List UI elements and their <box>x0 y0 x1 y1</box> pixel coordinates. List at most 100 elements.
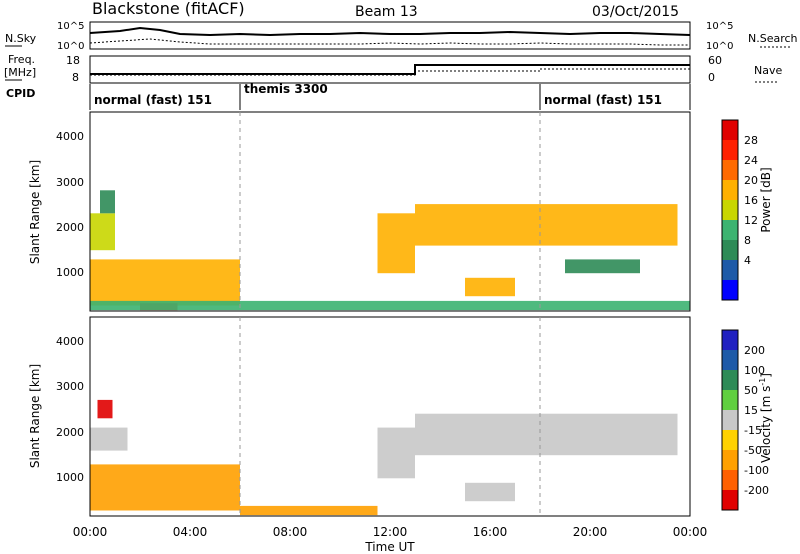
power-cbar-label: Power [dB] <box>759 167 773 232</box>
nsearch-line <box>89 38 690 46</box>
nsky-line <box>89 26 691 37</box>
power-colorbar: 28 24 20 16 12 8 4 <box>721 119 758 301</box>
velocity-colorbar: 200 100 50 15 -15 -50 -100 -200 <box>721 329 769 511</box>
cpid-row: CPID normal (fast) 151 themis 3300 norma… <box>6 82 691 110</box>
power-cbar-tick-0: 28 <box>744 134 758 147</box>
nave-label: Nave <box>754 64 782 77</box>
power-cbar-tick-6: 4 <box>744 254 751 267</box>
velocity-marks <box>90 399 678 516</box>
noise-tick-right-bottom: 10^0 <box>706 41 733 52</box>
velocity-cbar-tick-7: -200 <box>744 484 769 497</box>
freq-tick-top: 18 <box>66 54 80 67</box>
nsky-label: N.Sky <box>5 32 37 45</box>
power-region-6 <box>415 204 678 246</box>
velocity-ytick-4000: 4000 <box>56 335 84 348</box>
velocity-cbar-label-end: ] <box>759 373 773 378</box>
velocity-cbar-tick-2: 50 <box>744 384 758 397</box>
power-cbar-swatch-6 <box>722 240 738 261</box>
cpid-segment-3: normal (fast) 151 <box>544 93 662 107</box>
cpid-label: CPID <box>6 87 35 100</box>
velocity-ylabel: Slant Range [km] <box>28 364 42 468</box>
freq-tick-bottom: 8 <box>72 71 79 84</box>
power-region-2 <box>100 190 115 214</box>
freq-label-line1: Freq. <box>8 53 35 66</box>
power-cbar-swatch-4 <box>722 200 738 221</box>
velocity-cbar-swatch-2 <box>722 370 738 391</box>
velocity-cbar-swatch-0 <box>722 330 738 351</box>
velocity-region-2 <box>97 399 113 419</box>
noise-tick-right-top: 10^5 <box>706 21 733 32</box>
noise-tick-left-bottom: 10^0 <box>57 41 84 52</box>
power-ytick-1000: 1000 <box>56 266 84 279</box>
x-axis: 00:00 04:00 08:00 12:00 16:00 20:00 00:0… <box>73 525 708 554</box>
power-cbar-swatch-0 <box>722 120 738 141</box>
freq-line <box>90 64 690 75</box>
velocity-cbar-swatch-3 <box>722 390 738 411</box>
power-cbar-swatch-8 <box>722 280 738 301</box>
velocity-ytick-1000: 1000 <box>56 471 84 484</box>
velocity-cbar-tick-5: -50 <box>744 444 762 457</box>
x-axis-label: Time UT <box>364 540 415 554</box>
power-region-7 <box>465 277 515 297</box>
power-cbar-swatch-2 <box>722 160 738 181</box>
power-ytick-3000: 3000 <box>56 176 84 189</box>
power-marks <box>90 190 690 311</box>
freq-panel: Freq. [MHz] 18 8 60 0 Nave <box>4 53 782 84</box>
power-region-0 <box>90 259 240 306</box>
power-cbar-swatch-5 <box>722 220 738 241</box>
nave-tick-bottom: 0 <box>708 71 715 84</box>
power-cbar-swatch-3 <box>722 180 738 201</box>
velocity-cbar-swatch-6 <box>722 450 738 471</box>
velocity-region-3 <box>240 505 378 516</box>
velocity-region-4 <box>377 427 415 479</box>
power-region-5 <box>377 213 415 274</box>
power-cbar-tick-2: 20 <box>744 174 758 187</box>
xtick-3: 12:00 <box>373 525 408 539</box>
velocity-ytick-3000: 3000 <box>56 380 84 393</box>
velocity-cbar-label: Velocity [m s-1] <box>758 373 773 463</box>
velocity-cbar-frame <box>721 329 739 511</box>
xtick-4: 16:00 <box>473 525 508 539</box>
nsearch-label: N.Search <box>748 32 798 45</box>
velocity-cbar-swatch-4 <box>722 410 738 431</box>
velocity-region-0 <box>90 464 240 511</box>
velocity-panel: 1000 2000 3000 4000 Slant Range [km] 200… <box>28 316 773 517</box>
velocity-cbar-tick-6: -100 <box>744 464 769 477</box>
velocity-cbar-tick-3: 15 <box>744 404 758 417</box>
velocity-cbar-swatch-1 <box>722 350 738 371</box>
xtick-5: 20:00 <box>573 525 608 539</box>
station-title: Blackstone (fitACF) <box>92 0 245 18</box>
velocity-cbar-tick-0: 200 <box>744 344 765 357</box>
power-cbar-tick-3: 16 <box>744 194 758 207</box>
noise-tick-left-top: 10^5 <box>57 21 84 32</box>
power-region-4 <box>90 300 690 311</box>
power-ytick-2000: 2000 <box>56 221 84 234</box>
freq-label-line2: [MHz] <box>4 66 36 79</box>
velocity-cbar-label-main: Velocity [m s <box>759 386 773 463</box>
velocity-region-1 <box>90 427 128 451</box>
power-cbar-tick-5: 8 <box>744 234 751 247</box>
velocity-ytick-2000: 2000 <box>56 426 84 439</box>
velocity-cbar-swatch-5 <box>722 430 738 451</box>
velocity-region-5 <box>415 413 678 456</box>
xtick-6: 00:00 <box>673 525 708 539</box>
power-ytick-4000: 4000 <box>56 130 84 143</box>
xtick-1: 04:00 <box>173 525 208 539</box>
power-region-1 <box>90 213 115 251</box>
cpid-segment-1: normal (fast) 151 <box>94 93 212 107</box>
noise-panel: N.Sky 10^5 10^0 10^5 10^0 N.Search <box>5 21 798 52</box>
power-region-8 <box>565 259 640 274</box>
velocity-region-6 <box>465 482 515 502</box>
velocity-cbar-swatch-8 <box>722 490 738 511</box>
power-cbar-tick-1: 24 <box>744 154 758 167</box>
velocity-cbar-tick-4: -15 <box>744 424 762 437</box>
power-cbar-swatch-7 <box>722 260 738 281</box>
velocity-cbar-label-sup: -1 <box>758 378 767 386</box>
nave-tick-top: 60 <box>708 54 722 67</box>
velocity-cbar-swatch-7 <box>722 470 738 491</box>
nave-line <box>90 68 690 76</box>
cpid-segment-2: themis 3300 <box>244 82 328 96</box>
date-title: 03/Oct/2015 <box>592 4 679 20</box>
velocity-cbar-tick-1: 100 <box>744 364 765 377</box>
